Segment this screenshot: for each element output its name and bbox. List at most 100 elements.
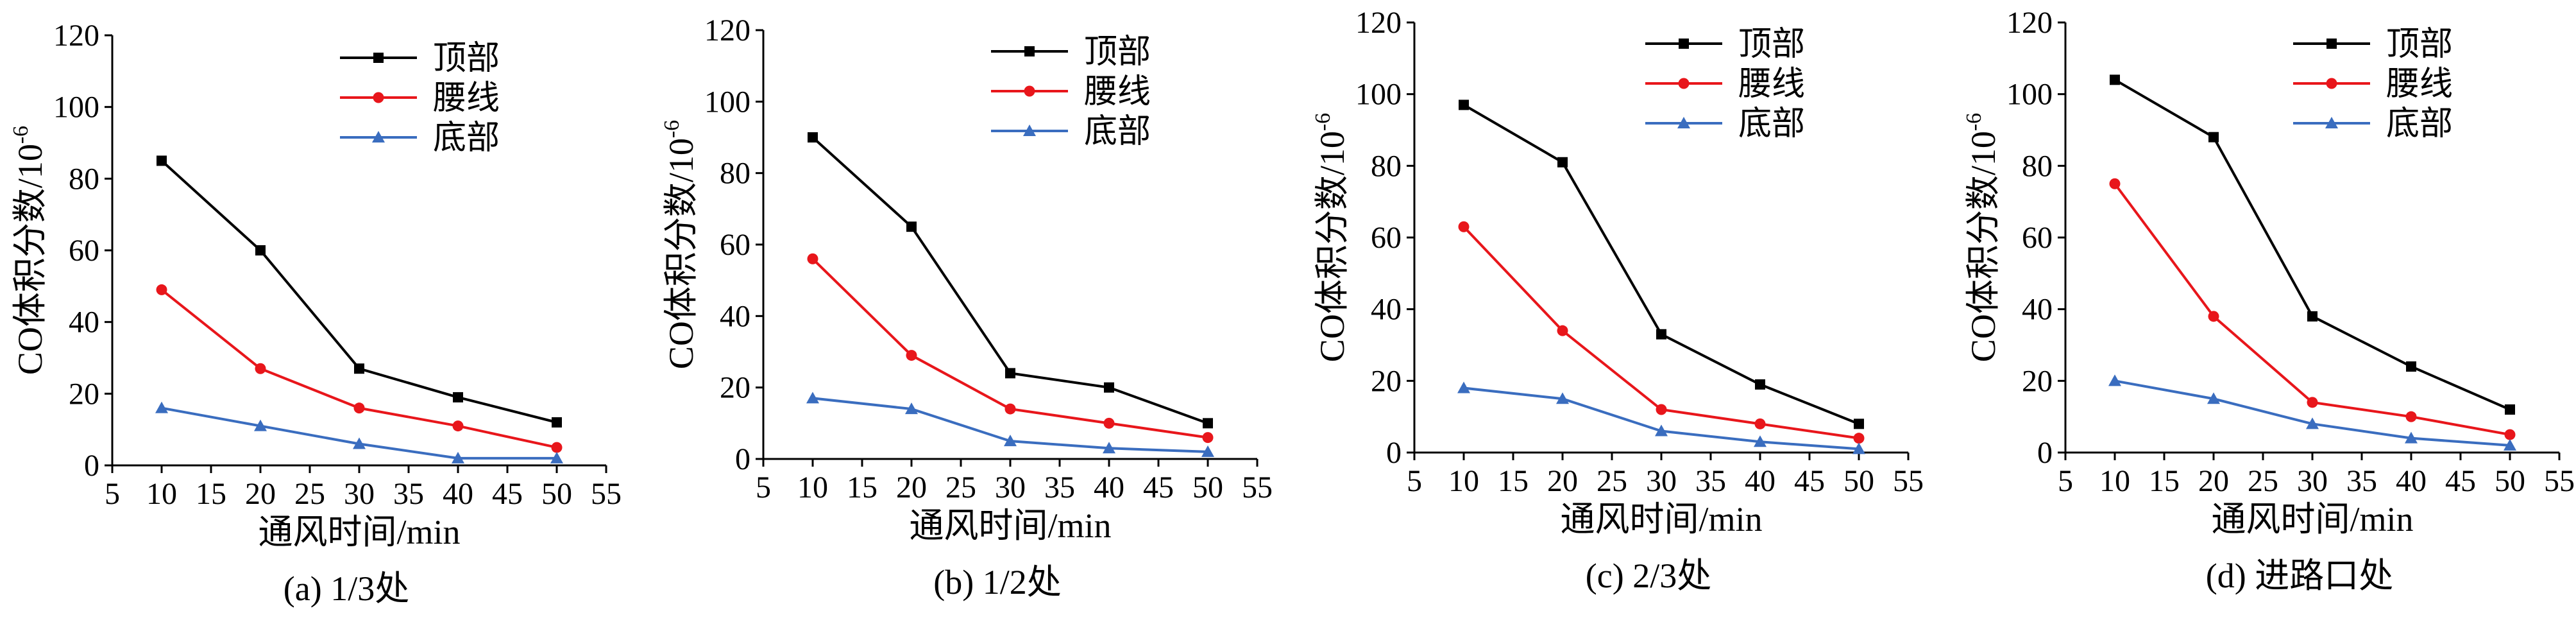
data-point-triangle — [1556, 392, 1569, 404]
x-tick-label: 25 — [2248, 464, 2278, 498]
data-point-square — [1104, 382, 1114, 393]
x-tick-label: 10 — [2099, 464, 2130, 498]
data-point-circle — [1557, 325, 1568, 336]
data-point-circle — [2208, 311, 2219, 322]
x-tick-label: 55 — [2544, 464, 2575, 498]
y-axis-label: CO体积分数/10-6 — [1311, 113, 1352, 362]
x-tick-label: 15 — [1498, 464, 1529, 498]
legend-marker-circle — [2326, 78, 2337, 89]
data-point-triangle — [1457, 381, 1470, 393]
y-axis-label: CO体积分数/10-6 — [660, 120, 700, 369]
x-tick-label: 5 — [105, 477, 120, 511]
y-tick-label: 60 — [720, 228, 750, 262]
x-tick-label: 25 — [294, 477, 325, 511]
x-tick-label: 50 — [1192, 471, 1223, 505]
y-tick-label: 20 — [2022, 364, 2053, 398]
x-tick-label: 5 — [1407, 464, 1422, 498]
y-axis-label-exponent: -6 — [1962, 113, 1986, 131]
legend-marker-circle — [373, 92, 384, 103]
x-tick-label: 10 — [797, 471, 828, 505]
data-point-square — [1557, 157, 1568, 168]
x-axis-label: 通风时间/min — [2211, 500, 2413, 539]
legend-label: 底部 — [433, 120, 500, 157]
figure-caption: (a) 1/3处 — [284, 569, 409, 608]
legend-marker-square — [373, 53, 384, 63]
y-tick-label: 60 — [2022, 221, 2053, 255]
y-tick-label: 80 — [2022, 149, 2053, 183]
data-point-circle — [2504, 429, 2516, 440]
y-tick-label: 40 — [69, 306, 99, 340]
legend-label: 腰线 — [1084, 74, 1151, 110]
figure-caption: (c) 2/3处 — [1586, 557, 1711, 595]
y-tick-label: 100 — [2006, 78, 2053, 112]
x-tick-label: 55 — [1242, 471, 1273, 505]
legend-label: 底部 — [1738, 106, 1805, 143]
data-point-triangle — [1754, 435, 1767, 447]
legend-marker-square — [2326, 39, 2337, 49]
figure-caption: (d) 进路口处 — [2206, 557, 2393, 595]
data-point-circle — [2109, 178, 2121, 189]
data-point-triangle — [1004, 435, 1017, 447]
y-tick-label: 0 — [1386, 436, 1402, 470]
data-point-triangle — [452, 451, 464, 463]
data-point-circle — [906, 350, 917, 361]
y-axis-label: CO体积分数/10-6 — [1962, 113, 2003, 362]
x-tick-label: 35 — [1044, 471, 1075, 505]
data-point-triangle — [905, 402, 918, 415]
x-tick-label: 45 — [1143, 471, 1174, 505]
data-point-square — [354, 363, 364, 374]
data-point-circle — [1103, 417, 1115, 429]
x-tick-label: 30 — [344, 477, 375, 511]
chart-panel-4: 0 20 40 60 80 100 120 5 10 15 20 25 30 35 40 45 50 55 通风时间… — [1962, 6, 2575, 595]
legend-marker-circle — [1024, 85, 1035, 97]
y-tick-label: 0 — [84, 449, 99, 483]
y-axis-label-main: CO体积分数/10 — [1313, 131, 1352, 362]
data-point-circle — [551, 442, 563, 453]
data-point-triangle — [550, 451, 563, 463]
y-tick-label: 100 — [1355, 78, 1402, 112]
series-line-3 — [2114, 379, 2511, 447]
x-tick-label: 50 — [541, 477, 572, 511]
x-tick-label: 45 — [2445, 464, 2476, 498]
legend-label: 顶部 — [1738, 26, 1805, 63]
x-tick-label: 35 — [2346, 464, 2377, 498]
data-point-circle — [2405, 411, 2417, 422]
legend-label: 底部 — [2386, 106, 2453, 143]
legend-marker-square — [1679, 39, 1689, 49]
x-tick-label: 5 — [756, 471, 771, 505]
data-point-circle — [156, 284, 167, 295]
data-point-triangle — [2504, 438, 2516, 451]
data-point-square — [906, 221, 917, 232]
data-point-square — [1203, 418, 1213, 429]
x-tick-label: 25 — [1597, 464, 1627, 498]
y-tick-label: 100 — [704, 85, 750, 119]
y-tick-label: 0 — [735, 442, 750, 476]
legend-label: 顶部 — [433, 40, 500, 77]
x-tick-label: 50 — [1843, 464, 1874, 498]
legend-label: 腰线 — [433, 80, 500, 117]
data-point-circle — [1754, 418, 1766, 429]
y-axis-label-main: CO体积分数/10 — [11, 144, 49, 375]
data-point-circle — [2307, 397, 2318, 408]
x-tick-label: 30 — [2297, 464, 2328, 498]
x-tick-label: 5 — [2058, 464, 2073, 498]
data-point-square — [1459, 99, 1469, 110]
data-point-circle — [452, 420, 464, 432]
chart-panel-2: 0 20 40 60 80 100 120 5 10 15 20 25 30 35 40 45 50 55 通风时间… — [660, 13, 1273, 601]
legend-label: 腰线 — [1738, 66, 1805, 103]
y-tick-label: 120 — [1355, 6, 1402, 40]
data-point-triangle — [2207, 392, 2220, 404]
x-tick-label: 35 — [1695, 464, 1726, 498]
y-axis-label: CO体积分数/10-6 — [9, 126, 49, 375]
legend-marker-square — [1024, 46, 1035, 56]
data-point-triangle — [1655, 424, 1668, 436]
legend-label: 腰线 — [2386, 66, 2453, 103]
data-point-triangle — [353, 437, 366, 449]
data-point-triangle — [1852, 442, 1865, 454]
data-point-square — [2110, 74, 2120, 85]
data-point-square — [2406, 361, 2416, 372]
data-point-square — [2208, 132, 2219, 143]
data-point-triangle — [2405, 431, 2418, 444]
legend-label: 顶部 — [2386, 26, 2453, 63]
series-line-1 — [1462, 103, 1860, 426]
